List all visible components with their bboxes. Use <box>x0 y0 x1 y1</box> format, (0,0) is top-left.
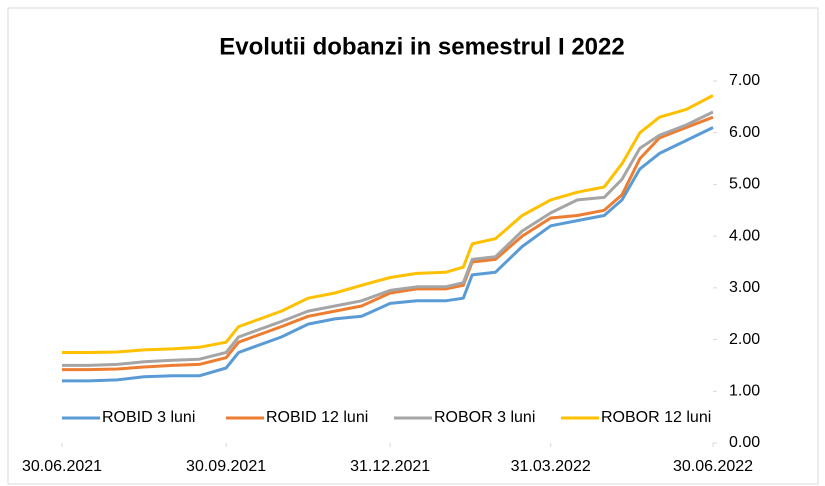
y-tick-label: 4.00 <box>729 227 760 244</box>
chart-border <box>7 7 819 485</box>
x-tick-label: 31.12.2021 <box>350 458 430 475</box>
x-tick-label: 30.06.2021 <box>22 458 102 475</box>
x-tick-label: 30.06.2022 <box>673 458 753 475</box>
y-tick-label: 0.00 <box>729 434 760 451</box>
series-line <box>62 94 714 354</box>
y-tick-label: 2.00 <box>729 331 760 348</box>
series-line <box>62 126 714 383</box>
x-tick-label: 31.03.2022 <box>511 458 591 475</box>
y-tick-label: 5.00 <box>729 176 760 193</box>
x-tick-label: 30.09.2021 <box>186 458 266 475</box>
legend-label: ROBID 12 luni <box>266 409 368 426</box>
y-tick-label: 7.00 <box>729 72 760 89</box>
series-line <box>62 110 714 367</box>
legend-label: ROBID 3 luni <box>102 409 195 426</box>
y-tick-label: 6.00 <box>729 124 760 141</box>
series-line <box>62 115 714 372</box>
y-tick-label: 3.00 <box>729 279 760 296</box>
legend-label: ROBOR 12 luni <box>601 409 711 426</box>
chart-title: Evolutii dobanzi in semestrul I 2022 <box>219 33 624 60</box>
legend-label: ROBOR 3 luni <box>434 409 535 426</box>
y-tick-label: 1.00 <box>729 383 760 400</box>
